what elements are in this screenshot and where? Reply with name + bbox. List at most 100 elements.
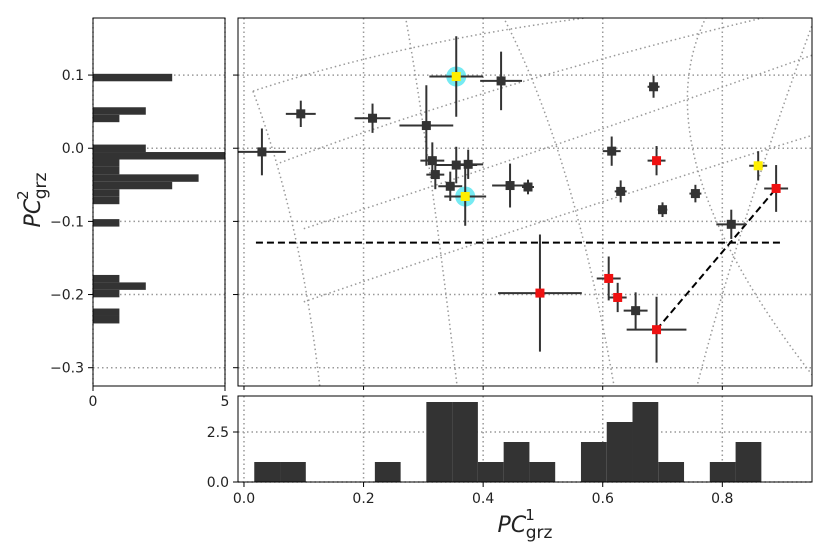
x-tick-label: 0.6: [592, 491, 614, 507]
data-point: [614, 180, 627, 203]
data-point: [492, 163, 528, 208]
x-tick-label: 0.8: [711, 491, 733, 507]
point-marker: [607, 146, 617, 156]
hist-y-bar: [93, 289, 120, 298]
y-axis-label-sub: grz: [31, 172, 51, 199]
hist-x-bar: [658, 462, 685, 482]
hist-y-bar: [93, 274, 120, 283]
hist-y-bar: [93, 174, 199, 182]
data-point: [285, 100, 316, 128]
data-point: [444, 167, 487, 226]
main-points: [238, 36, 789, 363]
hist-y-bar: [93, 166, 120, 175]
hist-y-count-label: 5: [221, 394, 230, 410]
hist-x-bar: [374, 462, 401, 482]
hist-y-count-label: 0: [89, 394, 98, 410]
point-marker: [631, 306, 641, 316]
point-marker: [505, 181, 515, 191]
hist-y-bar: [93, 152, 225, 160]
point-marker: [771, 183, 781, 193]
x-axis-label-base: PC: [498, 513, 527, 538]
point-marker: [523, 182, 533, 192]
point-marker: [690, 189, 700, 199]
x-axis-label-sup: 1: [525, 506, 535, 524]
grid-curve: [303, 134, 812, 303]
x-axis-ticks: 0.0 0.2 0.4 0.6 0.8: [233, 386, 733, 507]
hist-y-bar: [93, 114, 120, 123]
y-tick-label: −0.2: [50, 288, 84, 304]
hist-x-bar: [452, 402, 478, 482]
x-histogram-count-ticks: 0.0 2.5: [207, 425, 238, 491]
data-point: [647, 75, 660, 98]
point-marker: [430, 170, 440, 180]
point-marker: [427, 156, 437, 166]
point-marker: [296, 109, 306, 119]
main-gridlines: [238, 18, 812, 386]
point-marker: [368, 113, 378, 123]
point-marker: [753, 161, 763, 171]
hist-y-bar: [93, 196, 120, 205]
point-marker: [658, 205, 668, 215]
main-axes-frame: [237, 17, 813, 387]
hist-x-bar: [580, 442, 607, 482]
point-marker: [460, 192, 470, 202]
main-scatter-panel: [237, 17, 813, 387]
data-point: [716, 209, 747, 239]
x-histogram-frame: [237, 395, 813, 483]
point-marker: [604, 273, 614, 283]
hist-y-bar: [93, 282, 146, 290]
hist-x-bar: [606, 422, 633, 482]
data-point: [623, 292, 648, 329]
data-point: [429, 36, 484, 117]
point-marker: [445, 181, 455, 191]
data-point: [238, 128, 286, 176]
point-marker: [463, 159, 473, 169]
data-point: [522, 179, 534, 195]
hist-x-bar: [280, 462, 306, 482]
data-point: [657, 202, 668, 217]
hist-y-bar: [93, 107, 146, 115]
data-point: [647, 146, 666, 176]
grid-curve: [686, 18, 812, 376]
grid-curve: [252, 90, 321, 386]
grid-curve: [696, 23, 812, 386]
hist-x-count-label: 2.5: [207, 425, 229, 441]
point-marker: [616, 186, 626, 196]
point-marker: [613, 292, 623, 302]
y-tick-label: 0.1: [62, 68, 84, 84]
y-histogram-bars: [93, 73, 225, 324]
hist-y-bar: [93, 189, 120, 197]
y-axis-label-base: PC: [21, 198, 46, 227]
grid-curve: [303, 54, 812, 230]
y-axis-ticks: −0.3 −0.2 −0.1 0.0 0.1: [50, 68, 238, 377]
data-point: [749, 151, 768, 181]
data-point: [399, 85, 454, 166]
grid-curve: [404, 18, 458, 386]
hist-y-bar: [93, 315, 120, 324]
x-tick-label: 0.4: [472, 491, 494, 507]
main-grid-curves: [252, 18, 812, 386]
data-point: [480, 51, 523, 111]
point-marker: [726, 219, 736, 229]
hist-x-bar: [735, 442, 762, 482]
point-marker: [535, 288, 545, 298]
point-marker: [652, 325, 662, 335]
point-marker: [421, 121, 431, 131]
x-histogram-bars: [254, 402, 762, 482]
y-tick-label: −0.3: [50, 361, 84, 377]
data-point: [453, 149, 484, 179]
data-point: [626, 296, 687, 363]
hist-y-bar: [93, 159, 120, 167]
data-point: [354, 103, 391, 133]
y-axis-label-sup: 2: [14, 190, 32, 200]
point-marker: [649, 82, 659, 92]
y-axis-label: PC2grz: [14, 172, 51, 227]
data-point: [596, 256, 621, 301]
data-point: [608, 282, 627, 313]
hist-x-bar: [709, 462, 736, 482]
hist-y-bar: [93, 219, 120, 227]
point-marker: [652, 156, 662, 166]
point-marker: [496, 76, 506, 86]
hist-y-bar: [93, 308, 120, 316]
